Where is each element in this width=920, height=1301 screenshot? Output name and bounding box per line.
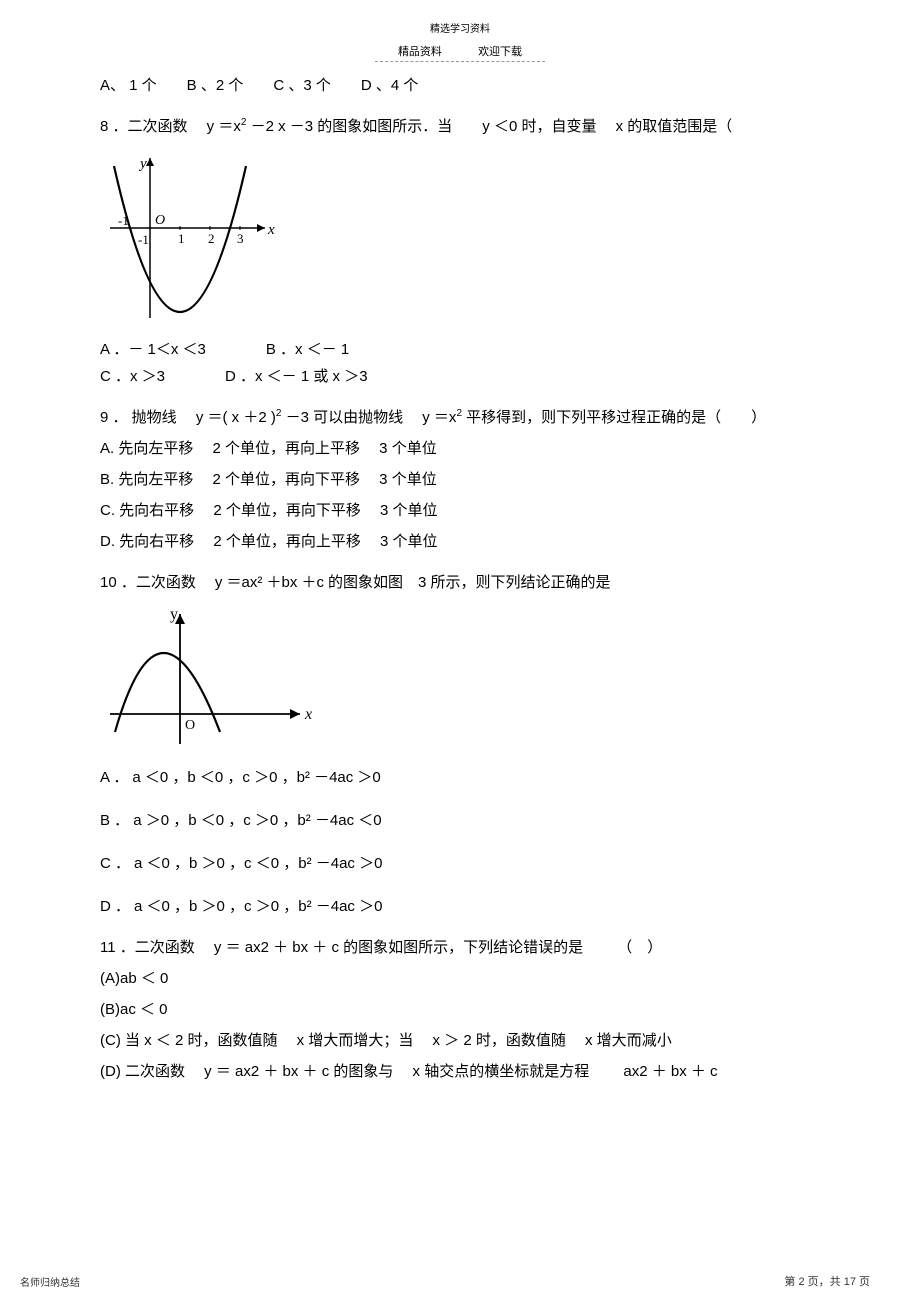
q10-optC-prefix: C ． [100,855,130,872]
svg-text:x: x [267,222,275,238]
q10-optC: C ．a ＜0 ，b ＞0 ，c ＜0 ，b² －4ac ＞0 [100,850,820,877]
q10: 10 ．二次函数 y ＝ax² ＋bx ＋c的图象如图 3 所示，则下列结论正确… [100,569,820,920]
q8-optB: B ．x ＜－ 1 [266,336,349,363]
footer-right: 第 2 页，共 17 页 [784,1273,870,1289]
q10-formula: y ＝ax² ＋bx ＋c [211,569,328,596]
svg-text:1: 1 [178,231,185,246]
q11-optC: (C) 当 x ＜ 2 时，函数值随 x 增大而增大；当 x ＞ 2 时，函数值… [100,1027,820,1054]
q9-optA: A. 先向左平移 2 个单位，再向上平移 3 个单位 [100,435,820,462]
q10-optB-prefix: B ． [100,812,129,829]
q8-stem-b: －2 x －3 的图象如图所示．当 y ＜0 时，自变量 x 的取值范围是（ [246,118,732,135]
q7-options: A、 1 个 B 、2 个 C 、3 个 D 、4 个 [100,72,820,99]
svg-text:O: O [185,718,195,733]
q8-parabola-svg: 1 2 3 -1 -1 O x y 1 2 [100,148,280,328]
q8-optC: C ．x ＞3 [100,363,165,390]
q9-stem: 9 ． 抛物线 y ＝( x ＋2 )2 －3 可以由抛物线 y ＝x2 平移得… [100,404,820,431]
svg-text:x: x [304,706,312,723]
q10-optD-math: a ＜0 ，b ＞0 ，c ＞0 ，b² －4ac ＞0 [130,893,386,920]
q9-a: 9 ． 抛物线 y ＝( x ＋2 ) [100,409,276,426]
q9-optB: B. 先向左平移 2 个单位，再向下平移 3 个单位 [100,466,820,493]
q9: 9 ． 抛物线 y ＝( x ＋2 )2 －3 可以由抛物线 y ＝x2 平移得… [100,404,820,555]
q8-optA: A ．－ 1＜x ＜3 [100,336,206,363]
q11-optA: (A)ab ＜ 0 [100,965,820,992]
q9-c: 平移得到，则下列平移过程正确的是（ ） [462,409,766,426]
q8-stem-a: 8 ．二次函数 y ＝x [100,118,241,135]
q9-b: －3 可以由抛物线 y ＝x [281,409,456,426]
q9-optD: D. 先向右平移 2 个单位，再向上平移 3 个单位 [100,528,820,555]
q10-a: 10 ．二次函数 [100,574,211,591]
q10-stem: 10 ．二次函数 y ＝ax² ＋bx ＋c的图象如图 3 所示，则下列结论正确… [100,569,820,596]
header-sub: 精品资料 欢迎下载 [375,43,545,62]
header-right: 欢迎下载 [478,46,522,58]
q8-stem: 8 ．二次函数 y ＝x2 －2 x －3 的图象如图所示．当 y ＜0 时，自… [100,113,820,140]
q10-b: 的图象如图 3 所示，则下列结论正确的是 [328,574,611,591]
q10-optD: D ．a ＜0 ，b ＞0 ，c ＞0 ，b² －4ac ＞0 [100,893,820,920]
q8-chart: 1 2 3 -1 -1 O x y 1 2 [100,148,820,328]
q8-row2: C ．x ＞3 D ．x ＜－ 1 或 x ＞3 [100,363,820,390]
q11-stem: 11 ．二次函数 y ＝ ax2 ＋ bx ＋ c 的图象如图所示，下列结论错误… [100,934,820,961]
q10-optA: A ．a ＜0 ，b ＜0 ，c ＞0 ，b² －4ac ＞0 [100,764,820,791]
q11-optD: (D) 二次函数 y ＝ ax2 ＋ bx ＋ c 的图象与 x 轴交点的横坐标… [100,1058,820,1085]
q10-optB-math: a ＞0 ，b ＜0 ，c ＞0 ，b² －4ac ＜0 [129,807,385,834]
svg-text:2: 2 [208,231,215,246]
q11-optB: (B)ac ＜ 0 [100,996,820,1023]
q8-optD: D ．x ＜－ 1 或 x ＞3 [225,363,368,390]
q8: 8 ．二次函数 y ＝x 2 －2 x －3 的图象如图所示．当 y ＜0 时，自… [100,113,820,390]
footer-left: 名师归纳总结 [20,1274,80,1289]
q10-optA-prefix: A ． [100,769,128,786]
header-left: 精品资料 [398,46,442,58]
q9-optC: C. 先向右平移 2 个单位，再向下平移 3 个单位 [100,497,820,524]
svg-text:3: 3 [237,231,244,246]
q10-optB: B ．a ＞0 ，b ＜0 ，c ＞0 ，b² －4ac ＜0 [100,807,820,834]
svg-text:y: y [170,606,178,623]
svg-text:y: y [138,156,147,172]
q11: 11 ．二次函数 y ＝ ax2 ＋ bx ＋ c 的图象如图所示，下列结论错误… [100,934,820,1085]
header-top: 精选学习资料 [0,20,920,35]
q10-optA-math: a ＜0 ，b ＜0 ，c ＞0 ，b² －4ac ＞0 [128,764,384,791]
q8-row1: A ．－ 1＜x ＜3 B ．x ＜－ 1 [100,336,820,363]
content: A、 1 个 B 、2 个 C 、3 个 D 、4 个 8 ．二次函数 y ＝x… [100,72,820,1085]
svg-text:O: O [155,213,165,228]
q10-chart: x y O [100,604,820,754]
q10-optD-prefix: D ． [100,898,130,915]
svg-text:-1: -1 [138,232,149,247]
q10-optC-math: a ＜0 ，b ＞0 ，c ＜0 ，b² －4ac ＞0 [130,850,386,877]
q10-parabola-svg: x y O [100,604,315,754]
